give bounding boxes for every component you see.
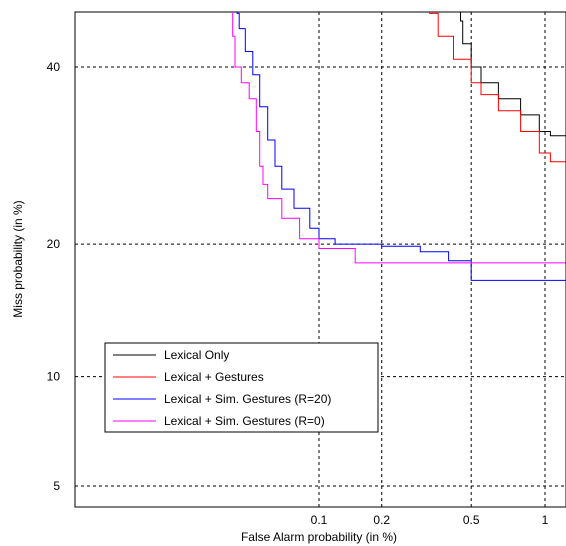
x-tick-label: 0.2 [373,513,390,527]
x-tick-label: 0.5 [463,513,480,527]
series-lines [232,12,566,281]
legend-entry-label: Lexical + Gestures [164,370,264,384]
y-tick-labels: 5 10 20 40 [47,60,61,493]
series-line [232,12,566,264]
y-tick-label: 20 [47,237,61,251]
series-line [236,12,566,281]
legend-box [104,342,379,433]
x-tick-labels: 0.1 0.2 0.5 1 [311,513,549,527]
legend-entry-label: Lexical + Sim. Gestures (R=0) [164,414,325,428]
x-tick-label: 1 [542,513,549,527]
legend: Lexical Only Lexical + Gestures Lexical + … [104,342,379,433]
x-axis-label: False Alarm probability (in %) [241,530,397,544]
grid-lines [75,12,566,507]
series-line [460,12,566,137]
y-axis-label: Miss probability (in %) [11,200,25,317]
legend-entry-label: Lexical + Sim. Gestures (R=20) [164,392,331,406]
legend-entry-label: Lexical Only [164,348,229,362]
y-tick-label: 5 [53,479,60,493]
y-tick-label: 10 [47,370,61,384]
series-line [429,12,566,163]
x-tick-label: 0.1 [311,513,328,527]
plot-area-frame [74,11,566,508]
y-tick-label: 40 [47,60,61,74]
